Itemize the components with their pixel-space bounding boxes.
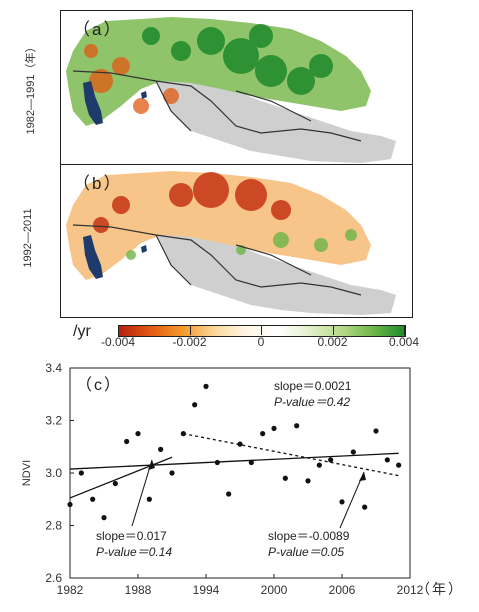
x-axis-unit: （年） [416,581,464,597]
data-point [271,425,277,431]
annotation-overall-slope: slope＝0.0021 [274,379,352,393]
data-point [112,480,118,487]
colorbar-tick-mark [118,325,119,335]
colorbar-tick-mark [261,325,262,335]
data-point [282,475,288,481]
vegetation-region [66,17,371,126]
map-b-graphic [66,171,396,315]
x-tick-label: 2006 [329,583,356,597]
x-tick-label: 2012 [397,583,424,597]
colorbar-tick-mark [404,325,405,335]
period-label-a: 1982—1991（年） [25,41,37,135]
colorbar-tick-label: 0.002 [317,335,348,349]
aral-sea [141,245,147,253]
data-point [192,402,198,408]
x-tick-label: 2000 [261,583,288,597]
colorbar-tick-label: -0.002 [172,335,207,349]
y-tick-label: 3.2 [45,414,62,428]
caspian-sea [83,235,103,279]
data-point [158,446,164,452]
annotation-late-pvalue: P-value＝0.05 [268,545,344,559]
data-point [328,457,334,463]
y-axis-label: NDVI [21,460,33,486]
colorbar-tick-mark [189,325,191,335]
vegetation-texture [142,24,333,95]
data-point [67,501,73,508]
data-point [373,428,379,434]
annotation-arrowhead-early [148,460,155,470]
data-point [316,462,322,468]
panel-a-label: （a） [73,20,123,39]
decline-texture [84,44,179,114]
x-tick-label: 1982 [57,583,84,597]
y-tick-label: 3.0 [45,466,62,480]
annotation-late-slope: slope＝-0.0089 [268,529,350,543]
y-tick-label: 2.6 [45,571,62,585]
annotation-arrowhead-late [359,472,366,481]
y-tick-label: 2.8 [45,519,62,533]
map-a-graphic [66,17,396,163]
annotation-early-pvalue: P-value＝0.14 [96,545,172,559]
data-point [78,470,84,476]
ndvi-chart: 2.6 2.8 3.0 3.2 3.4 1982 1988 1994 2000 2006 2012 N… [21,361,464,597]
no-data-area [157,79,396,163]
trend-region [66,171,371,280]
map-panel-a: （a） [60,10,413,166]
data-point [203,383,209,389]
aral-sea [141,91,147,99]
trend-line [69,452,399,470]
y-tick-label: 3.4 [45,361,62,375]
decline-texture [93,172,291,233]
data-point [214,459,220,466]
colorbar-tick-label: 0 [257,335,265,349]
annotation-early-slope: slope＝0.017 [96,529,167,543]
data-point [248,459,254,466]
data-point [101,515,107,521]
panel-b-label: （b） [73,174,123,193]
period-label-b: 1992—2011 [22,208,34,268]
data-point [90,496,96,502]
annotation-overall-pvalue: P-value＝0.42 [274,395,350,409]
data-point [169,470,175,476]
data-point [384,457,390,463]
data-point [226,491,232,497]
x-tick-label: 1988 [125,583,152,597]
data-point [350,449,356,455]
data-point [260,431,266,437]
data-point [305,478,311,484]
panel-c-label: （c） [76,376,122,394]
trend-line [69,456,173,499]
data-point [146,496,152,502]
trend-line [183,432,399,477]
annotation-arrow-late [339,471,365,529]
colorbar-tick-label: -0.004 [100,335,136,349]
country-borders [72,70,362,142]
data-point [237,441,243,447]
data-point [362,504,368,510]
colorbar-unit: /yr [73,323,91,340]
data-point [124,438,130,445]
colorbar-tick-label: 0.004 [388,335,420,349]
increase-texture [126,229,357,260]
caspian-sea [83,81,103,125]
annotation-arrow-early [131,459,153,527]
colorbar-tick-mark [332,325,334,335]
data-point [180,431,186,437]
data-point [339,499,345,505]
no-data-area [157,233,396,315]
map-panel-b: （b） [60,164,413,318]
x-tick-label: 1994 [193,583,220,597]
data-point [294,423,300,429]
country-borders [72,224,362,296]
data-point [135,431,141,437]
data-point [396,462,402,468]
